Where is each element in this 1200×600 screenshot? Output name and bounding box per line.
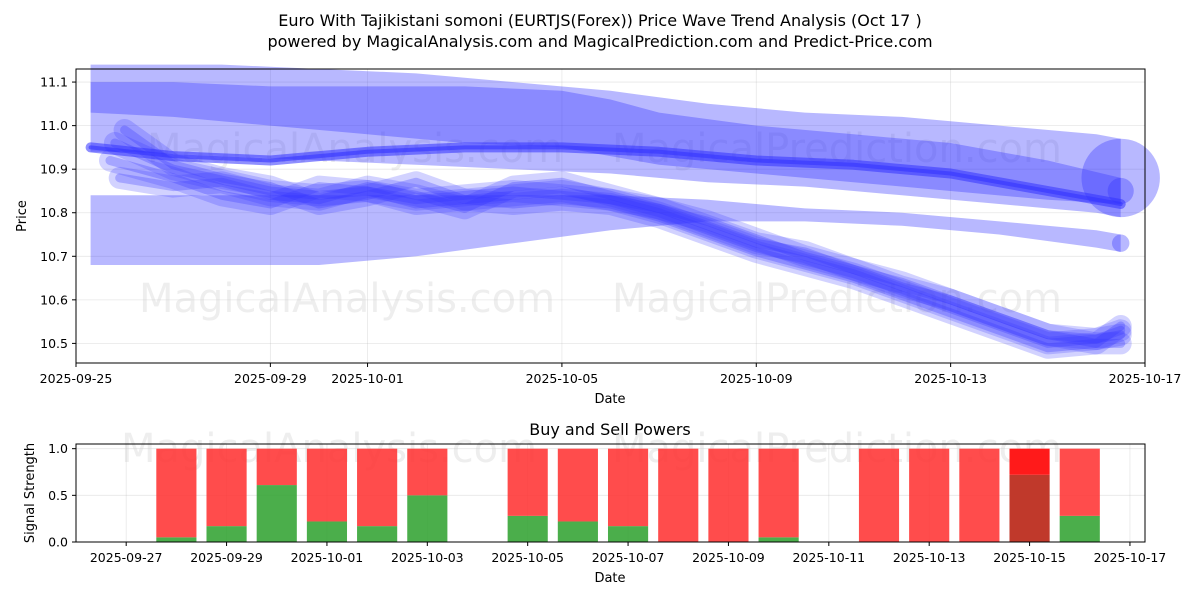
price-x-tick-label-3: 2025-10-05 bbox=[526, 371, 599, 386]
price-line-wave-4 bbox=[120, 125, 1126, 353]
signal-x-tick-label-2: 2025-10-01 bbox=[291, 550, 364, 565]
price-x-tick-label-5: 2025-10-13 bbox=[914, 371, 987, 386]
sell-bar-2025-10-15 bbox=[1009, 448, 1050, 475]
price-line-wave-2 bbox=[105, 156, 1126, 348]
signal-x-ticks: 2025-09-27 2025-09-29 2025-10-01 2025-10-03… bbox=[90, 542, 1166, 565]
buy-bar-2025-10-10 bbox=[758, 537, 799, 542]
price-line-wave-2-halo bbox=[99, 149, 1132, 355]
sell-bar-2025-10-09 bbox=[708, 448, 749, 542]
signal-x-tick-label-8: 2025-10-13 bbox=[893, 550, 966, 565]
signal-y-tick-label-2: 1.0 bbox=[48, 441, 68, 456]
price-grid bbox=[75, 69, 1146, 363]
chart-subtitle: powered by MagicalAnalysis.com and Magic… bbox=[267, 32, 932, 51]
price-y-tick-label-3: 10.8 bbox=[40, 205, 68, 220]
price-band-upper-band-inner bbox=[90, 82, 1121, 204]
watermark-prediction-mid: MagicalPrediction.com bbox=[612, 276, 1062, 322]
buy-bar-2025-10-05 bbox=[507, 515, 548, 542]
sell-bar-2025-10-14 bbox=[959, 448, 1000, 542]
signal-y-ticks: 0.0 0.5 1.0 bbox=[48, 441, 76, 550]
sell-bar-2025-10-03 bbox=[407, 448, 448, 496]
sell-bar-2025-10-05 bbox=[507, 448, 548, 516]
buy-bar-2025-10-03 bbox=[407, 495, 448, 542]
buy-bar-2025-10-15 bbox=[1009, 474, 1050, 542]
sell-bar-2025-09-28 bbox=[156, 448, 197, 538]
buy-bar-2025-09-28 bbox=[156, 537, 197, 542]
price-x-tick-label-1: 2025-09-29 bbox=[234, 371, 307, 386]
signal-x-tick-label-4: 2025-10-05 bbox=[491, 550, 564, 565]
price-band-upper-band-outer bbox=[90, 64, 1121, 218]
signal-title: Buy and Sell Powers bbox=[529, 420, 691, 439]
price-x-tick-label-6: 2025-10-17 bbox=[1109, 371, 1182, 386]
signal-y-label: Signal Strength bbox=[23, 443, 38, 543]
signal-x-tick-label-6: 2025-10-09 bbox=[692, 550, 765, 565]
price-y-tick-label-5: 11.0 bbox=[40, 118, 68, 133]
buy-bar-2025-10-16 bbox=[1059, 515, 1100, 542]
price-y-tick-label-4: 10.9 bbox=[40, 162, 68, 177]
buy-bar-2025-10-02 bbox=[357, 526, 398, 542]
buy-bar-2025-10-01 bbox=[306, 521, 348, 542]
sell-bar-2025-10-02 bbox=[357, 448, 398, 527]
signal-x-tick-label-1: 2025-09-29 bbox=[190, 550, 263, 565]
price-axes-frame bbox=[75, 68, 1146, 364]
price-x-tick-label-2: 2025-10-01 bbox=[331, 371, 404, 386]
watermark-analysis-mid: MagicalAnalysis.com bbox=[139, 276, 555, 322]
signal-axes-frame bbox=[75, 443, 1146, 543]
signal-x-tick-label-7: 2025-10-11 bbox=[792, 550, 865, 565]
price-band-cap-lower-band-outer bbox=[1111, 234, 1130, 252]
price-band-lower-band-outer bbox=[90, 195, 1121, 265]
price-x-ticks: 2025-09-25 2025-09-29 2025-10-01 2025-10-05… bbox=[40, 363, 1182, 386]
buy-bar-2025-10-07 bbox=[607, 526, 649, 542]
price-line-wave-4-halo bbox=[113, 119, 1132, 359]
price-line-wave-1 bbox=[110, 138, 1126, 344]
signal-x-tick-label-10: 2025-10-17 bbox=[1094, 550, 1167, 565]
price-y-label: Price bbox=[15, 200, 30, 232]
sell-bar-2025-10-16 bbox=[1059, 448, 1100, 516]
signal-x-label: Date bbox=[594, 571, 625, 586]
price-x-tick-label-4: 2025-10-09 bbox=[720, 371, 793, 386]
sell-bar-2025-10-06 bbox=[557, 448, 598, 522]
sell-bar-2025-09-29 bbox=[206, 448, 247, 527]
chart-title: Euro With Tajikistani somoni (EURTJS(For… bbox=[278, 11, 921, 30]
signal-y-tick-label-0: 0.0 bbox=[48, 535, 68, 550]
sell-bar-2025-10-01 bbox=[306, 448, 348, 522]
buy-bar-2025-09-30 bbox=[256, 485, 297, 542]
buy-bar-2025-10-06 bbox=[557, 521, 598, 542]
price-x-tick-label-0: 2025-09-25 bbox=[40, 371, 113, 386]
price-panel: MagicalAnalysis.com MagicalPrediction.co… bbox=[15, 64, 1182, 407]
price-series bbox=[85, 64, 1160, 359]
price-band-cap-upper-band-inner bbox=[1107, 177, 1134, 205]
sell-bar-2025-10-07 bbox=[607, 448, 649, 527]
sell-bar-2025-10-10 bbox=[758, 448, 799, 538]
price-y-tick-label-0: 10.5 bbox=[40, 336, 68, 351]
price-y-tick-label-2: 10.7 bbox=[40, 249, 68, 264]
price-line-wave-3 bbox=[115, 173, 1126, 348]
sell-bar-2025-09-30 bbox=[256, 448, 297, 486]
price-y-ticks: 10.5 10.6 10.7 10.8 10.9 11.0 11.1 bbox=[40, 75, 76, 351]
buy-bar-2025-09-29 bbox=[206, 526, 247, 542]
signal-x-tick-label-9: 2025-10-15 bbox=[993, 550, 1066, 565]
price-line-wave-1-halo bbox=[103, 132, 1132, 350]
signal-x-tick-label-5: 2025-10-07 bbox=[592, 550, 665, 565]
sell-bar-2025-10-13 bbox=[909, 448, 950, 542]
signal-x-tick-label-0: 2025-09-27 bbox=[90, 550, 163, 565]
signal-panel: Buy and Sell Powers MagicalAnalysis.com … bbox=[23, 420, 1166, 586]
sell-bar-2025-10-08 bbox=[658, 448, 699, 542]
price-line-wave-3-halo bbox=[108, 166, 1132, 355]
signal-y-tick-label-1: 0.5 bbox=[48, 488, 68, 503]
price-y-tick-label-6: 11.1 bbox=[40, 75, 68, 90]
price-x-label: Date bbox=[594, 392, 625, 407]
price-y-tick-label-1: 10.6 bbox=[40, 292, 68, 307]
signal-bars bbox=[156, 448, 1100, 542]
price-line-main-trend bbox=[88, 145, 1123, 206]
sell-bar-2025-10-12 bbox=[858, 448, 900, 542]
signal-x-tick-label-3: 2025-10-03 bbox=[391, 550, 464, 565]
